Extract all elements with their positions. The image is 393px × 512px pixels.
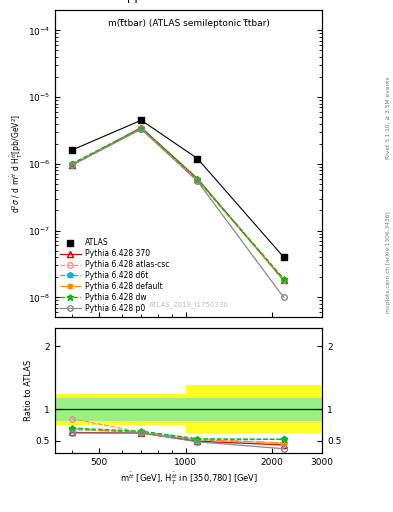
ATLAS bbox=[139, 117, 143, 123]
Pythia 6.428 atlas-csc bbox=[139, 125, 143, 132]
Pythia 6.428 d6t bbox=[281, 276, 286, 283]
Pythia 6.428 default bbox=[139, 125, 143, 132]
Pythia 6.428 atlas-csc bbox=[195, 177, 200, 183]
Pythia 6.428 default bbox=[195, 177, 200, 183]
Line: Pythia 6.428 p0: Pythia 6.428 p0 bbox=[69, 126, 286, 300]
Text: ATLAS_2019_I1750330: ATLAS_2019_I1750330 bbox=[149, 302, 229, 308]
Text: tt̅: tt̅ bbox=[310, 0, 320, 3]
Pythia 6.428 d6t bbox=[195, 177, 200, 183]
ATLAS bbox=[195, 156, 200, 162]
Pythia 6.428 dw bbox=[139, 125, 143, 131]
Pythia 6.428 d6t bbox=[69, 161, 74, 167]
Pythia 6.428 370 bbox=[195, 176, 200, 182]
Line: Pythia 6.428 dw: Pythia 6.428 dw bbox=[68, 124, 287, 282]
Pythia 6.428 default bbox=[281, 276, 286, 283]
Pythia 6.428 dw bbox=[69, 161, 74, 167]
Pythia 6.428 370 bbox=[139, 124, 143, 131]
Text: 13000 GeV pp: 13000 GeV pp bbox=[58, 0, 141, 3]
ATLAS bbox=[69, 147, 74, 153]
Pythia 6.428 p0 bbox=[195, 178, 200, 184]
Y-axis label: d$^2\sigma$ / d m$^{\bar{t}t}$ d H$_T^{\bar{t}t}$[pb/GeV$^2$]: d$^2\sigma$ / d m$^{\bar{t}t}$ d H$_T^{\… bbox=[9, 114, 25, 214]
Line: Pythia 6.428 default: Pythia 6.428 default bbox=[69, 126, 286, 282]
Pythia 6.428 atlas-csc bbox=[69, 161, 74, 167]
Line: ATLAS: ATLAS bbox=[68, 117, 287, 260]
Pythia 6.428 p0 bbox=[69, 162, 74, 168]
X-axis label: m$^{\bar{t}t}$ [GeV], H$_T^{\bar{t}t}$ in [350,780] [GeV]: m$^{\bar{t}t}$ [GeV], H$_T^{\bar{t}t}$ i… bbox=[119, 471, 258, 487]
Pythia 6.428 370 bbox=[281, 277, 286, 283]
Text: m(t̅tbar) (ATLAS semileptonic t̅tbar): m(t̅tbar) (ATLAS semileptonic t̅tbar) bbox=[108, 19, 270, 29]
Pythia 6.428 p0 bbox=[139, 126, 143, 132]
Pythia 6.428 370 bbox=[69, 162, 74, 168]
Pythia 6.428 default bbox=[69, 161, 74, 167]
Text: mcplots.cern.ch [arXiv:1306.3436]: mcplots.cern.ch [arXiv:1306.3436] bbox=[386, 211, 391, 313]
Text: Rivet 3.1.10, ≥ 3.5M events: Rivet 3.1.10, ≥ 3.5M events bbox=[386, 76, 391, 159]
Line: Pythia 6.428 370: Pythia 6.428 370 bbox=[69, 125, 286, 283]
Legend: ATLAS, Pythia 6.428 370, Pythia 6.428 atlas-csc, Pythia 6.428 d6t, Pythia 6.428 : ATLAS, Pythia 6.428 370, Pythia 6.428 at… bbox=[57, 236, 171, 315]
Pythia 6.428 atlas-csc bbox=[281, 276, 286, 283]
Pythia 6.428 dw bbox=[195, 176, 200, 182]
Y-axis label: Ratio to ATLAS: Ratio to ATLAS bbox=[24, 360, 33, 421]
ATLAS bbox=[281, 254, 286, 260]
Line: Pythia 6.428 d6t: Pythia 6.428 d6t bbox=[69, 126, 286, 282]
Pythia 6.428 dw bbox=[281, 275, 286, 282]
Line: Pythia 6.428 atlas-csc: Pythia 6.428 atlas-csc bbox=[69, 125, 286, 282]
Pythia 6.428 d6t bbox=[139, 126, 143, 132]
Pythia 6.428 p0 bbox=[281, 294, 286, 301]
